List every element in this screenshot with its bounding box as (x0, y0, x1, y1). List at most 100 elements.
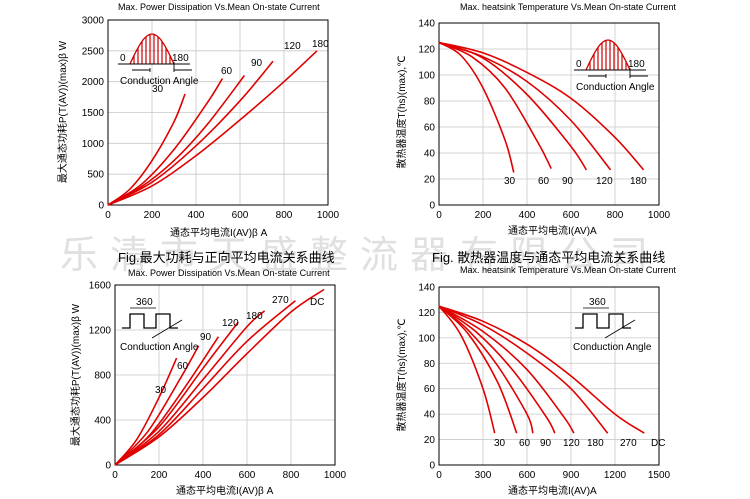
series-label-DC: DC (310, 297, 324, 308)
series-label-60: 60 (221, 66, 233, 77)
series-line-30 (438, 41, 515, 173)
y-axis-label: 散热器温度T(hs)(max),℃ (395, 56, 408, 169)
y-axis-label: 最大通态功耗P(T(AV))(max)β W (56, 40, 69, 183)
series-label-180: 180 (587, 438, 604, 449)
y-tick-label: 40 (424, 410, 436, 421)
y-tick-label: 3000 (82, 16, 105, 27)
chart-c1: Max. Power Dissipation Vs.Mean On-state … (56, 2, 340, 239)
x-tick-label: 1000 (648, 210, 671, 221)
x-tick-label: 600 (519, 470, 536, 481)
x-tick-label: 900 (563, 470, 580, 481)
series-label-120: 120 (284, 41, 301, 52)
y-axis-label: 最大通态功耗P(T(AV))(max)β W (69, 303, 82, 446)
chart-c3: Max. Power Dissipation Vs.Mean On-state … (69, 268, 347, 497)
series-line-120 (438, 305, 556, 434)
x-tick-label: 800 (283, 470, 300, 481)
chart-title: Max. Power Dissipation Vs.Mean On-state … (128, 268, 330, 278)
x-tick-label: 800 (276, 210, 293, 221)
caption-left: Fig.最大功耗与正向平均电流关系曲线 (118, 250, 335, 265)
series-line-30 (107, 93, 186, 206)
inset-label: Conduction Angle (573, 342, 652, 353)
series-line-60 (114, 345, 200, 466)
pointer-arrow (151, 319, 183, 339)
watermark: 乐清市天盛整流器有限公司 (60, 235, 660, 277)
inset-period-value: 360 (136, 297, 153, 308)
x-axis-label: 通态平均电流I(AV)A (508, 484, 597, 497)
y-tick-label: 60 (424, 384, 436, 395)
series-line-120 (107, 60, 274, 206)
inset-right-value: 180 (628, 59, 645, 70)
series-label-180: 180 (630, 176, 647, 187)
y-tick-label: 800 (94, 371, 111, 382)
x-tick-label: 300 (475, 470, 492, 481)
inset-left-value: 0 (576, 59, 582, 70)
x-tick-label: 1000 (317, 210, 340, 221)
series-line-90 (438, 305, 534, 434)
y-tick-label: 100 (418, 71, 435, 82)
series-label-90: 90 (562, 176, 574, 187)
x-tick-label: 1200 (604, 470, 627, 481)
caption-right: Fig. 散热器温度与通态平均电流关系曲线 (432, 250, 665, 265)
y-tick-label: 2500 (82, 46, 105, 57)
y-tick-label: 1200 (89, 326, 112, 337)
y-tick-label: 80 (424, 97, 436, 108)
series-line-DC (114, 288, 325, 466)
series-line-30 (438, 305, 496, 434)
y-tick-label: 0 (105, 461, 111, 472)
y-tick-label: 0 (429, 461, 435, 472)
series-label-120: 120 (222, 318, 239, 329)
y-tick-label: 120 (418, 308, 435, 319)
y-axis-label: 散热器温度T(hs)(max),℃ (395, 319, 408, 432)
series-label-60: 60 (519, 438, 531, 449)
series-label-DC: DC (651, 438, 665, 449)
conduction-angle-inset: 360 Conduction Angle (120, 297, 199, 353)
plot-frame (107, 19, 329, 206)
square-wave-icon (575, 313, 631, 329)
series-label-120: 120 (563, 438, 580, 449)
x-tick-label: 1000 (324, 470, 347, 481)
y-tick-label: 0 (429, 201, 435, 212)
y-tick-label: 1600 (89, 281, 112, 292)
series-line-180 (114, 310, 266, 466)
chart-title: Max. heatsink Temperature Vs.Mean On-sta… (460, 265, 676, 275)
y-tick-label: 20 (424, 435, 436, 446)
series-line-DC (438, 305, 645, 434)
series-line-120 (438, 41, 612, 171)
chart-c4: Max. heatsink Temperature Vs.Mean On-sta… (395, 265, 676, 497)
y-tick-label: 1000 (82, 139, 105, 150)
y-tick-label: 0 (98, 201, 104, 212)
x-tick-label: 0 (105, 210, 111, 221)
series-label-180: 180 (312, 39, 329, 50)
inset-label: Conduction Angle (120, 76, 199, 87)
square-wave-icon (122, 313, 178, 329)
series-label-90: 90 (251, 58, 263, 69)
series-label-180: 180 (246, 311, 263, 322)
series-label-30: 30 (155, 385, 167, 396)
inset-right-value: 180 (172, 53, 189, 64)
y-tick-label: 140 (418, 283, 435, 294)
series-line-90 (438, 41, 588, 171)
x-tick-label: 200 (144, 210, 161, 221)
y-tick-label: 100 (418, 333, 435, 344)
x-tick-label: 200 (151, 470, 168, 481)
series-label-90: 90 (540, 438, 552, 449)
inset-label: Conduction Angle (576, 82, 655, 93)
series-label-270: 270 (272, 295, 289, 306)
y-tick-label: 120 (418, 45, 435, 56)
plot-frame (114, 284, 336, 466)
sine-wave-icon (585, 39, 631, 71)
x-tick-label: 800 (607, 210, 624, 221)
series-label-90: 90 (200, 332, 212, 343)
series-line-270 (438, 305, 609, 434)
x-tick-label: 400 (195, 470, 212, 481)
series-line-60 (107, 78, 224, 206)
y-tick-label: 40 (424, 149, 436, 160)
series-line-180 (107, 50, 318, 206)
y-tick-label: 500 (87, 170, 104, 181)
series-line-120 (114, 321, 239, 466)
x-tick-label: 400 (519, 210, 536, 221)
inset-label: Conduction Angle (120, 342, 199, 353)
chart-title: Max. Power Dissipation Vs.Mean On-state … (118, 2, 320, 12)
